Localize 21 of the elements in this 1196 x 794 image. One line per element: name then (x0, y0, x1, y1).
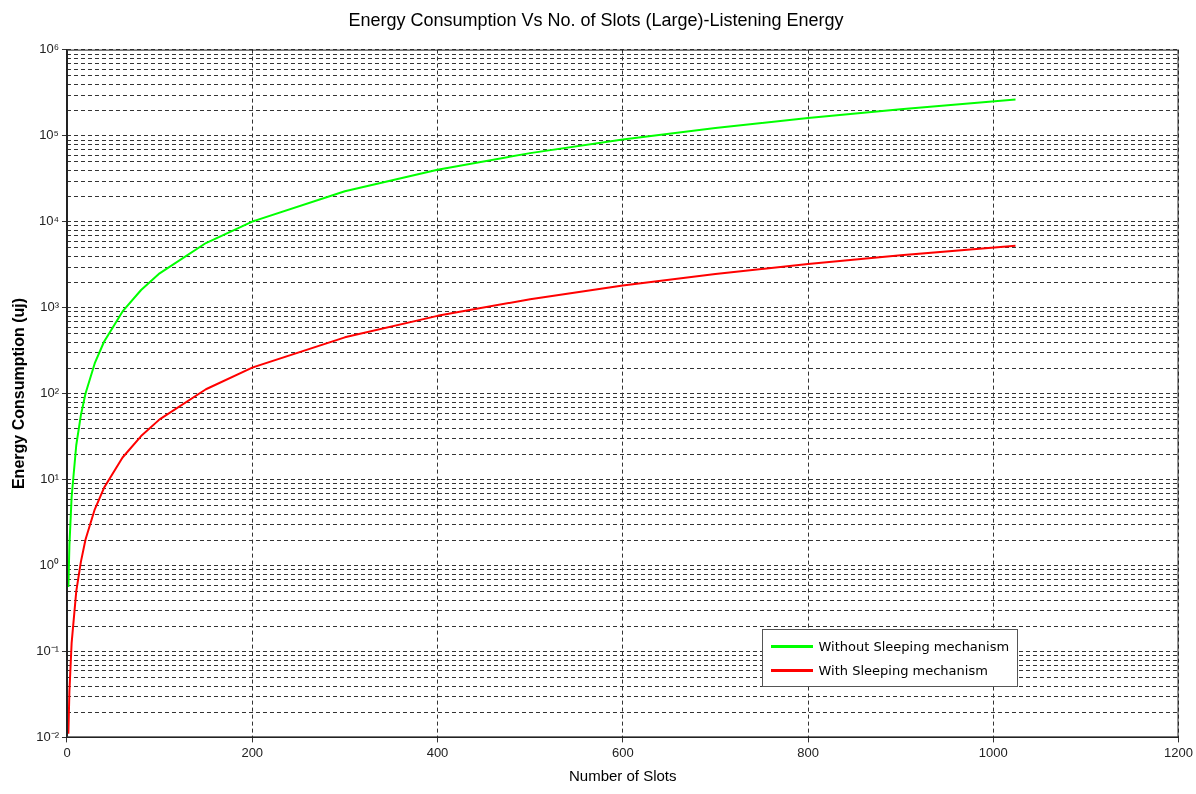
x-tick-label: 0 (63, 744, 71, 760)
y-tick-label: 10² (40, 385, 60, 401)
y-tick-label: 10⁰ (39, 557, 59, 573)
y-tick-label: 10⁻² (36, 728, 60, 744)
y-tick-label: 10¹ (40, 471, 60, 487)
y-tick-label: 10⁴ (38, 213, 59, 229)
chart-title: Energy Consumption Vs No. of Slots (Large)-Listening Energy (348, 9, 844, 30)
x-tick-label: 1000 (978, 744, 1008, 760)
y-axis-title: Energy Consumption (uj) (10, 297, 28, 490)
x-tick-label: 200 (241, 744, 264, 760)
x-tick-label: 400 (426, 744, 449, 760)
x-tick-label: 1200 (1164, 744, 1193, 760)
x-tick-label: 600 (611, 744, 634, 760)
legend-label: With Sleeping mechanism (818, 662, 988, 678)
x-tick-label: 800 (797, 744, 819, 760)
y-tick-label: 10⁶ (39, 41, 59, 57)
y-tick-label: 10⁻¹ (36, 643, 60, 658)
y-tick-label: 10³ (40, 299, 60, 315)
y-tick-label: 10⁵ (39, 127, 59, 143)
legend-label: Without Sleeping mechanism (818, 638, 1010, 654)
x-axis-title: Number of Slots (568, 767, 677, 785)
